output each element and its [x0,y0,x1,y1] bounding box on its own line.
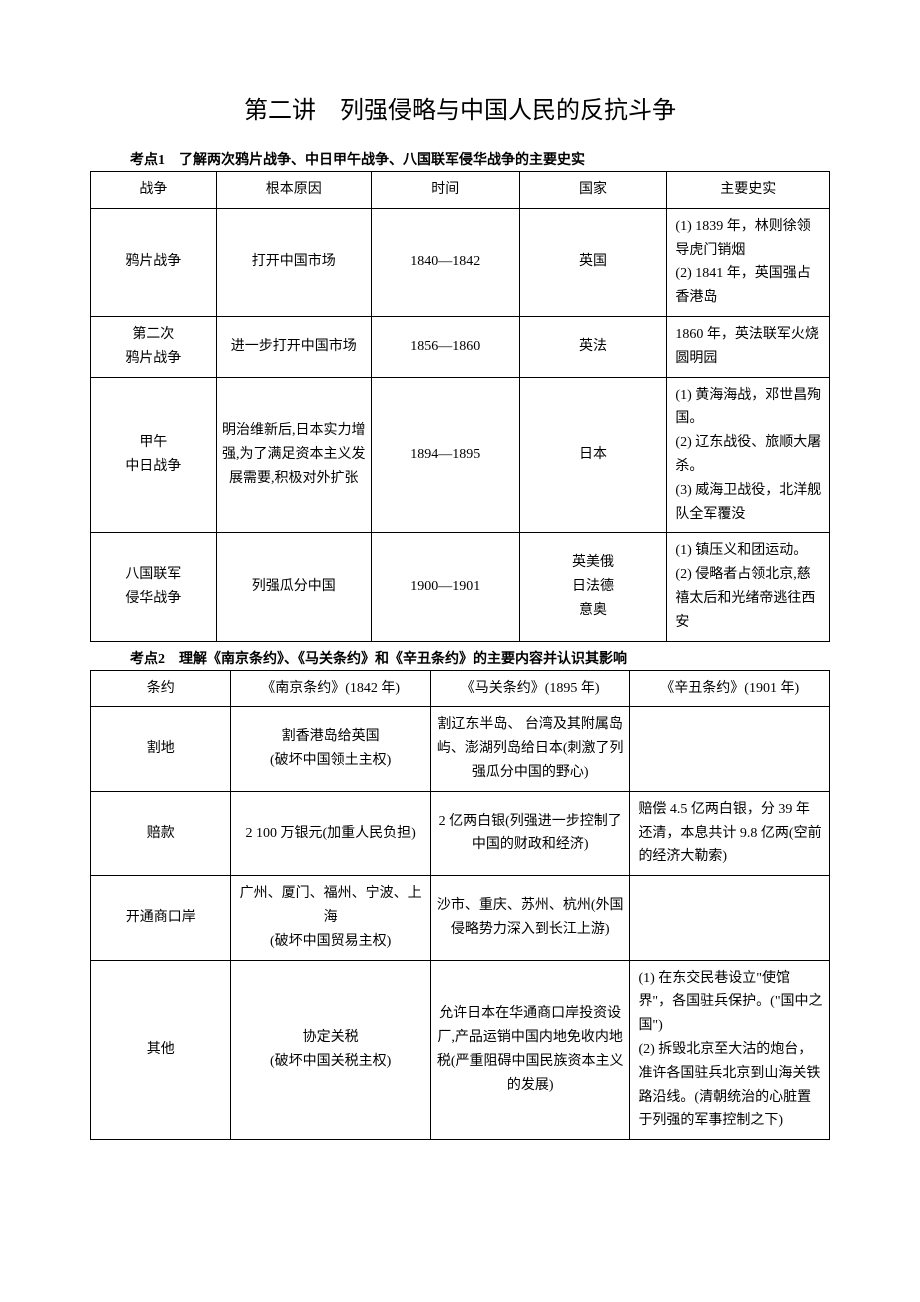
war-country: 英美俄日法德意奥 [519,533,667,641]
table-row: 割地 割香港岛给英国(破坏中国领土主权) 割辽东半岛、 台湾及其附属岛屿、澎湖列… [91,707,830,791]
cell-xinchou [630,707,830,791]
col-nanjing: 《南京条约》(1842 年) [231,670,431,707]
war-cause: 明治维新后,日本实力增强,为了满足资本主义发展需要,积极对外扩张 [216,377,371,533]
col-facts: 主要史实 [667,172,830,209]
table-header-row: 条约 《南京条约》(1842 年) 《马关条约》(1895 年) 《辛丑条约》(… [91,670,830,707]
war-time: 1894—1895 [371,377,519,533]
war-facts: (1) 镇压义和团运动。(2) 侵略者占领北京,慈禧太后和光绪帝逃往西安 [667,533,830,641]
cell-nanjing: 2 100 万银元(加重人民负担) [231,791,431,875]
wars-table: 战争 根本原因 时间 国家 主要史实 鸦片战争 打开中国市场 1840—1842… [90,171,830,642]
cell-xinchou: 赔偿 4.5 亿两白银，分 39 年还清，本息共计 9.8 亿两(空前的经济大勒… [630,791,830,875]
war-cause: 进一步打开中国市场 [216,316,371,377]
col-cause: 根本原因 [216,172,371,209]
kaodian-2-heading: 考点2 理解《南京条约》、《马关条约》和《辛丑条约》的主要内容并认识其影响 [130,648,830,668]
col-xinchou: 《辛丑条约》(1901 年) [630,670,830,707]
table-row: 赔款 2 100 万银元(加重人民负担) 2 亿两白银(列强进一步控制了中国的财… [91,791,830,875]
col-time: 时间 [371,172,519,209]
row-label: 割地 [91,707,231,791]
table-row: 开通商口岸 广州、厦门、福州、宁波、上海(破坏中国贸易主权) 沙市、重庆、苏州、… [91,876,830,960]
col-war: 战争 [91,172,217,209]
war-cause: 列强瓜分中国 [216,533,371,641]
row-label: 开通商口岸 [91,876,231,960]
cell-xinchou: (1) 在东交民巷设立"使馆界"，各国驻兵保护。("国中之国")(2) 拆毁北京… [630,960,830,1140]
war-name: 第二次鸦片战争 [91,316,217,377]
war-name: 甲午中日战争 [91,377,217,533]
war-country: 日本 [519,377,667,533]
row-label: 其他 [91,960,231,1140]
cell-xinchou [630,876,830,960]
table-row: 鸦片战争 打开中国市场 1840—1842 英国 (1) 1839 年，林则徐领… [91,208,830,316]
table-row: 八国联军侵华战争 列强瓜分中国 1900—1901 英美俄日法德意奥 (1) 镇… [91,533,830,641]
cell-maguan: 2 亿两白银(列强进一步控制了中国的财政和经济) [430,791,630,875]
row-label: 赔款 [91,791,231,875]
war-facts: 1860 年，英法联军火烧圆明园 [667,316,830,377]
cell-nanjing: 协定关税(破坏中国关税主权) [231,960,431,1140]
cell-nanjing: 割香港岛给英国(破坏中国领土主权) [231,707,431,791]
cell-maguan: 沙市、重庆、苏州、杭州(外国侵略势力深入到长江上游) [430,876,630,960]
cell-maguan: 允许日本在华通商口岸投资设厂,产品运销中国内地免收内地税(严重阻碍中国民族资本主… [430,960,630,1140]
cell-nanjing: 广州、厦门、福州、宁波、上海(破坏中国贸易主权) [231,876,431,960]
kaodian-1-heading: 考点1 了解两次鸦片战争、中日甲午战争、八国联军侵华战争的主要史实 [130,149,830,169]
war-cause: 打开中国市场 [216,208,371,316]
war-facts: (1) 黄海海战，邓世昌殉国。(2) 辽东战役、旅顺大屠杀。(3) 威海卫战役，… [667,377,830,533]
table-row: 第二次鸦片战争 进一步打开中国市场 1856—1860 英法 1860 年，英法… [91,316,830,377]
col-maguan: 《马关条约》(1895 年) [430,670,630,707]
table-row: 甲午中日战争 明治维新后,日本实力增强,为了满足资本主义发展需要,积极对外扩张 … [91,377,830,533]
war-name: 鸦片战争 [91,208,217,316]
war-facts: (1) 1839 年，林则徐领导虎门销烟(2) 1841 年，英国强占香港岛 [667,208,830,316]
war-country: 英法 [519,316,667,377]
table-row: 其他 协定关税(破坏中国关税主权) 允许日本在华通商口岸投资设厂,产品运销中国内… [91,960,830,1140]
treaties-table: 条约 《南京条约》(1842 年) 《马关条约》(1895 年) 《辛丑条约》(… [90,670,830,1141]
war-time: 1900—1901 [371,533,519,641]
table-header-row: 战争 根本原因 时间 国家 主要史实 [91,172,830,209]
col-treaty: 条约 [91,670,231,707]
war-country: 英国 [519,208,667,316]
lecture-title: 第二讲 列强侵略与中国人民的反抗斗争 [90,90,830,125]
war-time: 1840—1842 [371,208,519,316]
col-country: 国家 [519,172,667,209]
war-time: 1856—1860 [371,316,519,377]
cell-maguan: 割辽东半岛、 台湾及其附属岛屿、澎湖列岛给日本(刺激了列强瓜分中国的野心) [430,707,630,791]
war-name: 八国联军侵华战争 [91,533,217,641]
